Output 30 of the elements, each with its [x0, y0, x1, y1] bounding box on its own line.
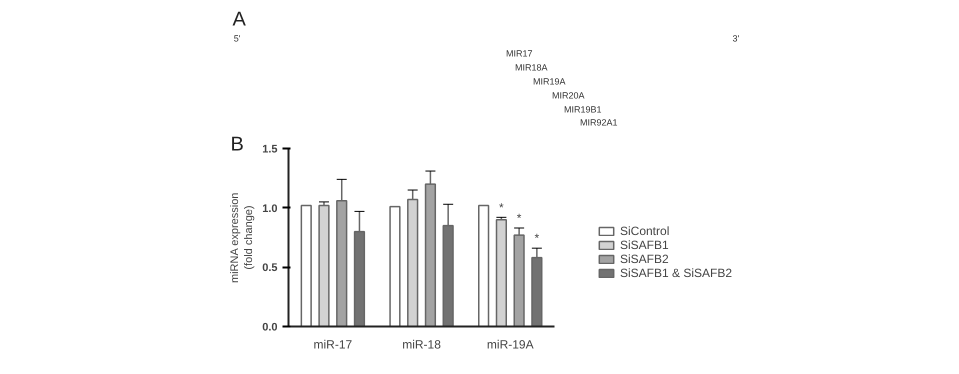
data-label: * [499, 200, 504, 214]
legend-label: SiControl [620, 224, 670, 238]
bar [478, 204, 490, 328]
chart-title: B [230, 134, 244, 156]
text: MIR19A [532, 76, 566, 86]
bar [389, 206, 401, 328]
bar [496, 218, 508, 328]
text: MIR18A [514, 62, 548, 72]
text: A [232, 8, 246, 30]
text: MIR20A [552, 90, 585, 100]
legend-label: SiSAFB2 [620, 252, 669, 266]
legend-label: SiSAFB1 [620, 238, 669, 252]
bar [318, 204, 330, 328]
text: 5' [234, 34, 241, 44]
x-tick-label: miR-18 [402, 338, 442, 352]
x-tick-label: miR-17 [314, 338, 353, 352]
legend-label: SiSAFB1 & SiSAFB2 [620, 266, 732, 280]
y-tick-label: 1.0 [262, 202, 278, 215]
text: MIR17 [506, 48, 533, 58]
text: MIR92A1 [580, 118, 618, 128]
y-axis-title: miRNA expression (fold change) [228, 192, 256, 284]
y-tick-label: 0.5 [262, 262, 278, 274]
text: MIR19B1 [564, 104, 602, 114]
y-tick-label: 1.5 [262, 144, 278, 156]
data-label: * [534, 231, 540, 246]
text: 3' [732, 34, 740, 44]
bar [300, 204, 312, 328]
y-tick-label: 0.0 [262, 322, 278, 334]
x-tick-label: miR-19A [486, 338, 534, 352]
data-label: * [516, 211, 522, 226]
